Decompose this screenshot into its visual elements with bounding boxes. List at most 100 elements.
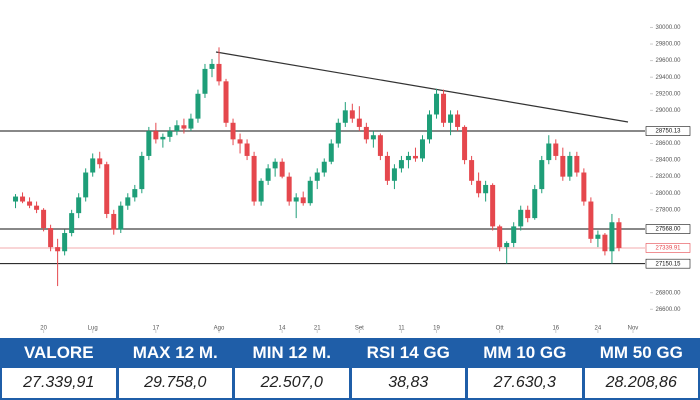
candle-body [139,155,145,190]
candle-body [476,180,482,194]
candle-body [504,242,510,248]
x-tick-label: 17 [153,326,160,332]
candle-body [412,155,418,159]
y-tick-label: 28600.00 [655,141,681,147]
table-header: MM 50 GG [599,343,683,362]
candle-body [83,172,89,198]
y-tick-label: 26600.00 [655,307,681,313]
candle-body [97,158,103,165]
x-tick-label: Nov [628,326,639,332]
candle-body [125,197,131,206]
candle-body [469,160,475,181]
table-header: MM 10 GG [483,343,567,362]
candle-body [195,93,201,119]
x-tick-label: 16 [552,326,559,332]
candle-body [223,81,229,123]
candle-body [328,143,334,162]
candle-body [160,136,166,140]
candle-body [251,155,257,202]
candle-body [405,155,411,161]
candle-body [167,131,173,137]
candle-body [434,93,440,115]
y-tick-label: 29200.00 [655,91,681,97]
candle-body [419,139,425,159]
candle-body [455,114,461,127]
y-tick-label: 28200.00 [655,174,681,180]
candle-body [370,135,376,140]
candle-body [448,114,454,123]
x-tick-label: Ago [214,326,225,332]
candle-body [349,110,355,119]
candle-body [244,143,250,156]
candle-body [511,226,517,243]
candle-body [427,114,433,140]
table-header: MAX 12 M. [132,343,218,362]
candle-body [307,180,313,204]
candle-body [41,209,47,229]
candle-body [588,201,594,239]
candle-body [609,222,615,252]
stats-table: VALORE MAX 12 M. MIN 12 M. RSI 14 GG MM 10 G… [0,338,700,400]
level-box [645,224,691,234]
candle-body [174,125,180,132]
candle-body [441,93,447,123]
x-tick-label: 21 [314,326,321,332]
candle-body [567,155,573,177]
candle-body [356,118,362,127]
x-tick-label: 20 [40,326,47,332]
candle-body [188,118,194,129]
candle-body [118,205,124,230]
table-value: 27.630,3 [468,368,582,400]
x-tick-label: 11 [398,326,405,332]
level-label: 27339.91 [655,246,681,252]
level-box [645,243,691,253]
x-tick-label: Ott [496,326,504,332]
table-value: 22.507,0 [235,368,349,400]
x-tick-label: 19 [433,326,440,332]
candle-body [560,155,566,177]
y-tick-label: 30000.00 [655,25,681,31]
candle-body [104,164,110,214]
x-tick-label: Set [355,326,364,332]
candle-body [553,143,559,156]
level-box [645,258,691,269]
table-header: RSI 14 GG [366,343,450,362]
candle-body [300,197,306,204]
candle-body [13,196,19,202]
table-header: MIN 12 M. [252,343,331,362]
candle-body [230,122,236,140]
candle-body [69,213,75,234]
candle-body [539,160,545,190]
candle-body [525,209,531,219]
candle-body [279,161,285,177]
candle-body [532,189,538,219]
candle-body [265,168,271,181]
y-tick-label: 29000.00 [655,108,681,114]
y-tick-label: 29400.00 [655,75,681,81]
candle-body [27,201,33,206]
table-value: 27.339,91 [2,368,116,400]
candle-body [574,155,580,173]
candle-body [391,168,397,181]
candle-body [546,143,552,161]
candle-body [216,63,222,82]
candle-body [314,172,320,181]
y-tick-label: 26800.00 [655,290,681,296]
candle-body [321,161,327,173]
candle-body [342,110,348,123]
table-header: VALORE [23,343,94,362]
candle-body [258,180,264,202]
candle-body [34,205,40,210]
candle-body [181,125,187,129]
level-label: 28750.13 [655,129,681,135]
candle-body [55,247,61,252]
y-tick-label: 28000.00 [655,191,681,197]
candle-body [202,68,208,94]
candle-body [153,131,159,140]
candle-body [48,228,54,248]
candle-body [237,139,243,144]
table-value: 38,83 [351,368,465,400]
y-tick-label: 27800.00 [655,207,681,213]
candle-body [581,172,587,202]
